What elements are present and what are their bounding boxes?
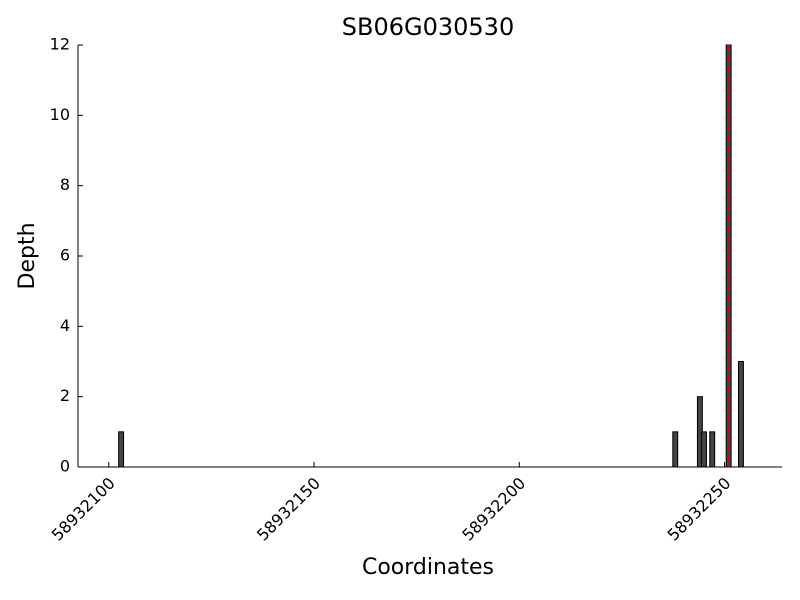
y-tick-label: 8 <box>60 175 70 194</box>
y-tick-label: 10 <box>50 105 70 124</box>
y-tick-label: 2 <box>60 386 70 405</box>
chart-title: SB06G030530 <box>342 13 514 41</box>
x-tick-label: 58932150 <box>253 474 324 545</box>
bar <box>118 431 125 468</box>
x-axis-label: Coordinates <box>362 555 494 580</box>
x-tick-label: 58932250 <box>664 474 735 545</box>
bar <box>737 361 744 468</box>
y-tick-label: 6 <box>60 246 70 265</box>
y-tick-label: 12 <box>50 35 70 54</box>
y-axis-label: Depth <box>15 222 40 289</box>
y-tick-label: 0 <box>60 457 70 476</box>
bar <box>672 431 679 468</box>
x-tick-label: 58932100 <box>48 474 119 545</box>
bar <box>701 431 707 468</box>
bar <box>709 431 716 468</box>
x-tick-label: 58932200 <box>458 474 529 545</box>
y-tick-label: 4 <box>60 316 70 335</box>
